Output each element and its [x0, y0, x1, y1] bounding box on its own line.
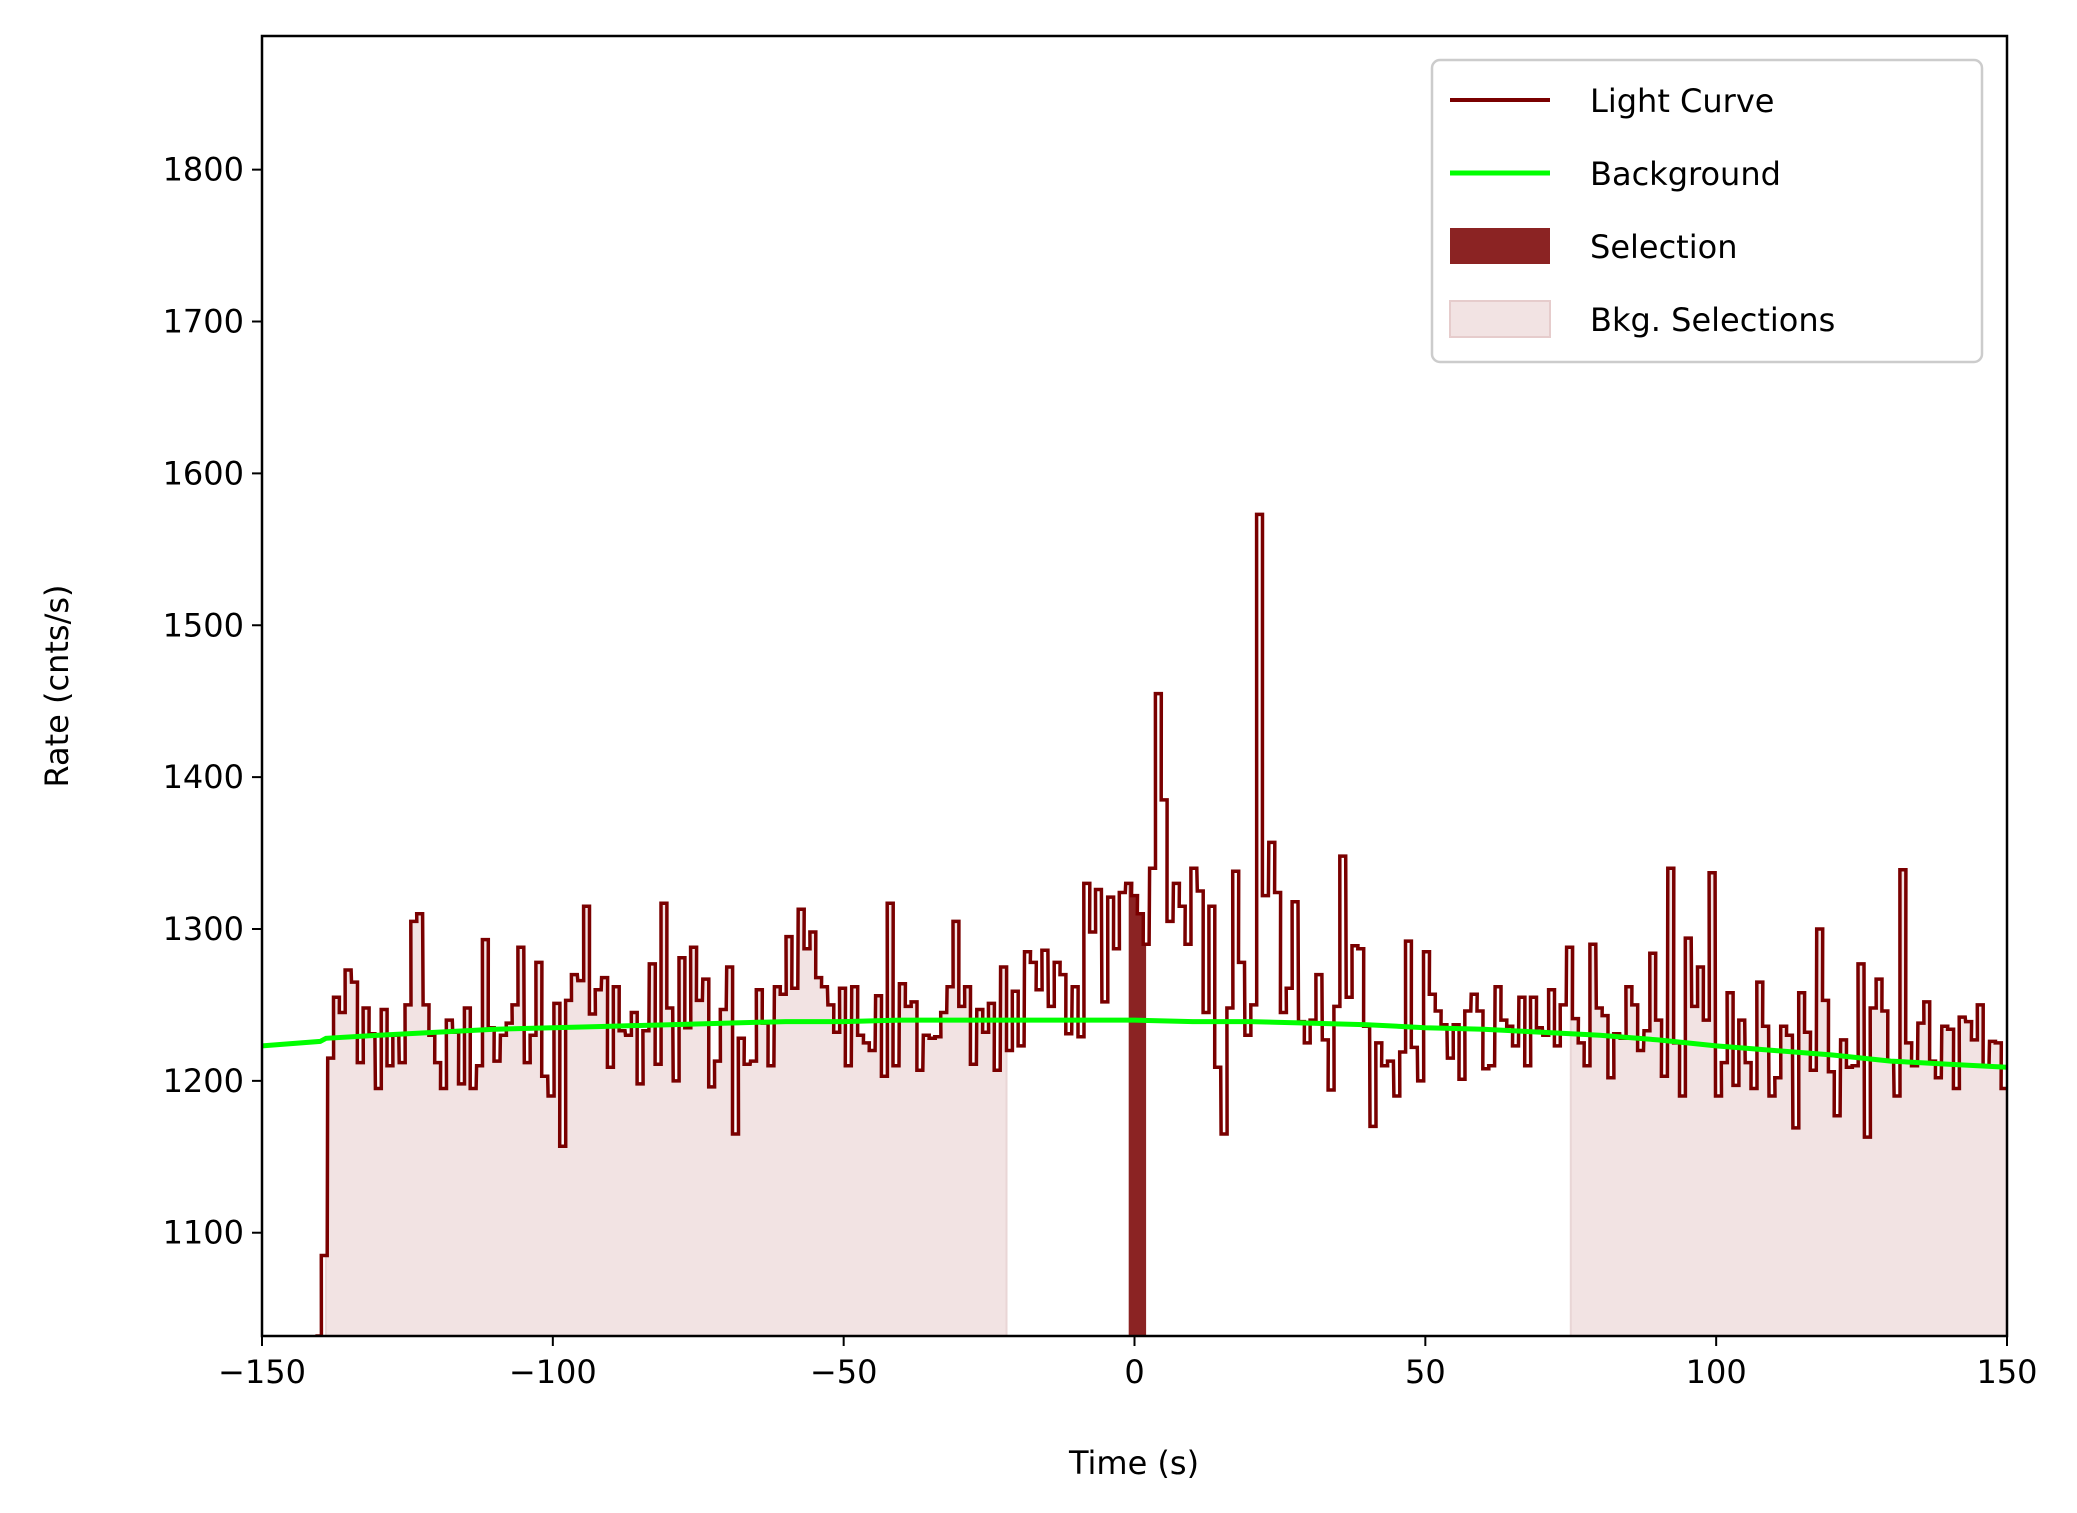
y-axis: 1100 1200 1300 1400 1500 1600 1700 1800 — [163, 151, 262, 1252]
light-curve-series — [315, 512, 2007, 1336]
y-tick-label: 1700 — [163, 303, 244, 341]
y-tick-label: 1500 — [163, 606, 244, 644]
bkg-selections-layer — [325, 867, 2007, 1336]
x-axis: −150 −100 −50 0 50 100 150 — [218, 1336, 2038, 1391]
x-axis-label: Time (s) — [1068, 1444, 1199, 1482]
x-tick-label: 0 — [1124, 1353, 1144, 1391]
x-tick-label: −150 — [218, 1353, 306, 1391]
legend-background-label: Background — [1590, 155, 1781, 193]
y-tick-label: 1200 — [163, 1062, 244, 1100]
x-tick-label: −100 — [509, 1353, 597, 1391]
selection-layer — [1128, 883, 1147, 1336]
legend-light-curve-label: Light Curve — [1590, 82, 1774, 120]
background-series — [262, 1017, 2007, 1070]
y-axis-label: Rate (cnts/s) — [38, 584, 76, 787]
x-tick-label: 150 — [1976, 1353, 2037, 1391]
legend-selection-label: Selection — [1590, 228, 1737, 266]
legend-bkg-selections-marker — [1449, 300, 1551, 338]
legend: Light Curve Background Selection Bkg. Se… — [1430, 58, 1984, 364]
light-curve-layer — [315, 512, 2007, 1336]
y-tick-label: 1300 — [163, 910, 244, 948]
x-tick-label: −50 — [810, 1353, 878, 1391]
legend-box — [1430, 58, 1984, 364]
plot-area — [260, 34, 2009, 1338]
background-layer — [262, 1017, 2007, 1070]
legend-bkg-selections-label: Bkg. Selections — [1590, 301, 1835, 339]
y-tick-label: 1800 — [163, 151, 244, 189]
y-tick-label: 1400 — [163, 758, 244, 796]
y-tick-label: 1600 — [163, 454, 244, 492]
legend-selection-marker — [1450, 228, 1550, 264]
x-tick-label: 100 — [1686, 1353, 1747, 1391]
y-tick-label: 1100 — [163, 1214, 244, 1252]
selection-region — [1128, 883, 1147, 1336]
x-tick-label: 50 — [1405, 1353, 1446, 1391]
bkg-selection-region — [1569, 867, 2007, 1336]
